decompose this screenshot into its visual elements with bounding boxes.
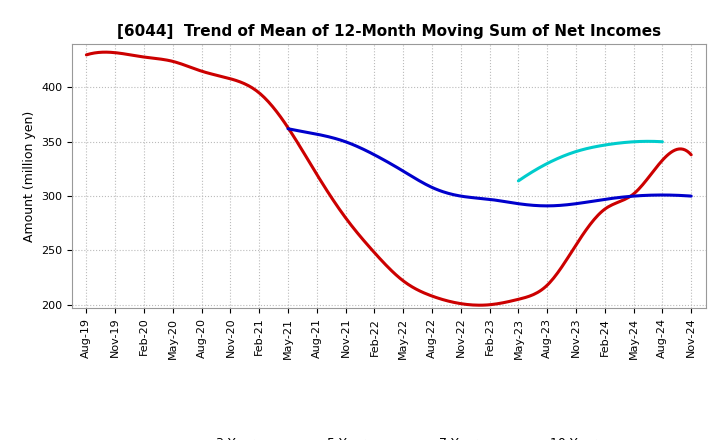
Title: [6044]  Trend of Mean of 12-Month Moving Sum of Net Incomes: [6044] Trend of Mean of 12-Month Moving …: [117, 24, 661, 39]
Legend: 3 Years, 5 Years, 7 Years, 10 Years: 3 Years, 5 Years, 7 Years, 10 Years: [170, 432, 608, 440]
Y-axis label: Amount (million yen): Amount (million yen): [22, 110, 35, 242]
